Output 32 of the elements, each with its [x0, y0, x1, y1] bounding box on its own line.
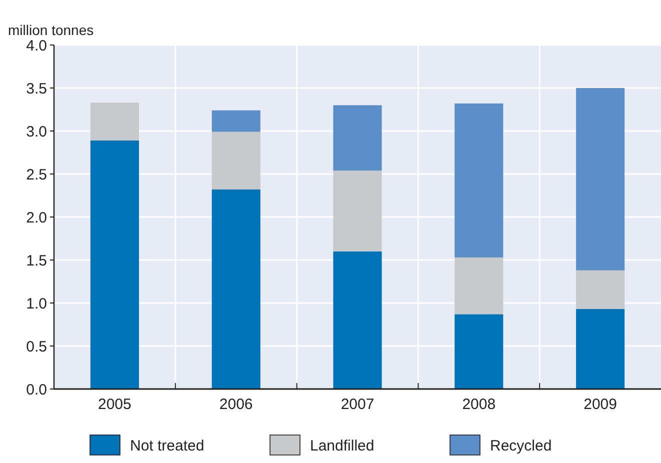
bar [576, 309, 625, 389]
y-tick-label: 1.5 [26, 252, 47, 270]
y-tick-label: 4.0 [26, 37, 47, 54]
x-tick-label: 2008 [462, 396, 496, 413]
bar [454, 314, 504, 389]
x-tick-label: 2007 [340, 396, 374, 413]
bar [212, 189, 260, 389]
legend-label: Landfilled [310, 437, 374, 454]
bar [333, 251, 382, 389]
y-axis-title: million tonnes [8, 22, 94, 38]
x-tick-label: 2005 [98, 396, 132, 413]
bar [333, 105, 382, 171]
bar [333, 170, 382, 252]
legend-label: Recycled [490, 437, 552, 454]
y-tick-label: 0.0 [26, 381, 47, 398]
bar [454, 257, 504, 314]
bar [212, 110, 260, 132]
y-tick-label: 2.5 [26, 166, 47, 184]
bar [212, 132, 260, 190]
y-tick-label: 0.5 [26, 338, 47, 356]
bar [454, 103, 504, 258]
bar [576, 88, 625, 270]
y-tick-label: 2.0 [26, 209, 47, 226]
bar [576, 270, 625, 310]
legend-label: Not treated [130, 437, 204, 454]
y-tick-label: 3.0 [26, 123, 47, 140]
y-tick-label: 3.5 [26, 80, 47, 98]
x-tick-label: 2009 [584, 396, 617, 413]
y-tick-label: 1.0 [26, 295, 47, 312]
bar [90, 140, 139, 389]
x-tick-label: 2006 [219, 396, 253, 413]
bar [90, 102, 139, 140]
